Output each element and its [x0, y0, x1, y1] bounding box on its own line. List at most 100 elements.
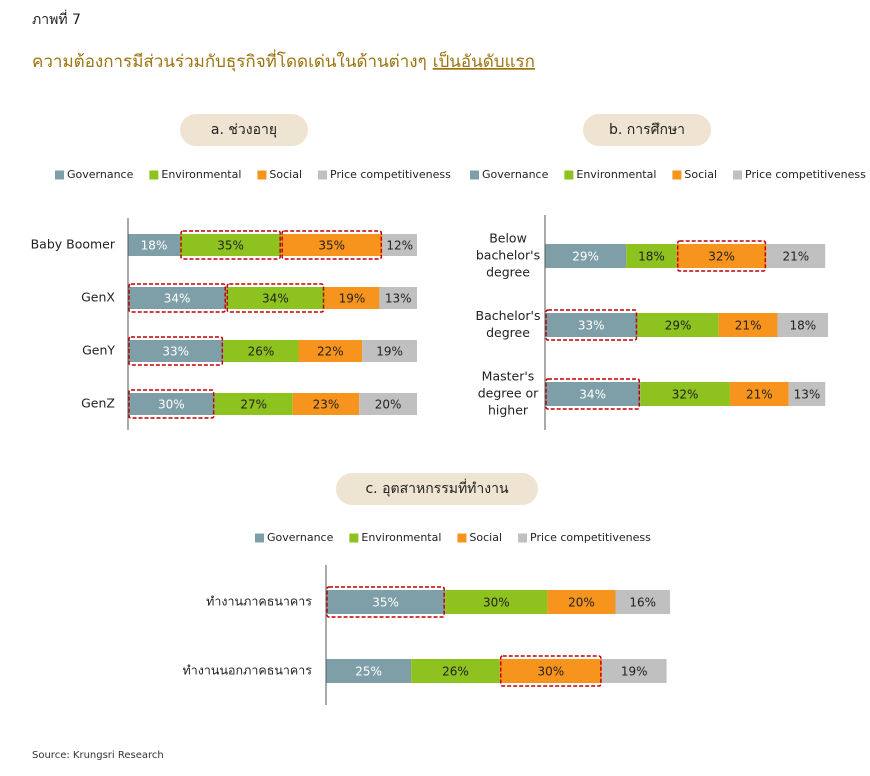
legend-swatch: [733, 170, 743, 180]
legend-label: Governance: [67, 168, 134, 181]
source: Source: Krungsri Research: [32, 750, 164, 761]
value-label: 19%: [621, 665, 648, 679]
value-label: 26%: [248, 345, 275, 359]
bar-segment: [676, 244, 767, 268]
highlight-box: [326, 586, 445, 618]
legend-label: Governance: [482, 168, 549, 181]
bar-segment: [128, 234, 181, 256]
category-label: Baby Boomer: [31, 237, 116, 252]
legend-swatch: [149, 170, 159, 180]
highlight-box: [499, 655, 602, 687]
highlight-box: [676, 240, 767, 272]
value-label: 34%: [164, 292, 191, 306]
category-label: ทำงานภาคธนาคาร: [206, 594, 312, 609]
bar-segment: [615, 590, 670, 614]
chart-subtitle: a. ช่วงอายุ: [211, 122, 277, 138]
highlight-box: [128, 389, 215, 419]
category-label: GenX: [81, 290, 115, 305]
value-label: 21%: [735, 319, 762, 333]
value-label: 33%: [162, 345, 189, 359]
bar-segment: [545, 313, 638, 337]
value-label: 26%: [442, 665, 469, 679]
legend-label: Environmental: [576, 168, 656, 181]
value-label: 16%: [629, 596, 656, 610]
category-label: degree: [486, 265, 530, 280]
bar-segment: [545, 244, 627, 268]
value-label: 35%: [372, 596, 399, 610]
value-label: 32%: [708, 250, 735, 264]
value-label: 35%: [318, 239, 345, 253]
bar-segment: [445, 590, 548, 614]
category-label: bachelor's: [476, 248, 540, 263]
bar-segment: [499, 659, 602, 683]
figure-label: ภาพที่ 7: [32, 10, 81, 28]
value-label: 22%: [317, 345, 344, 359]
value-label: 25%: [355, 665, 382, 679]
legend-label: Governance: [267, 531, 334, 544]
category-label: higher: [488, 403, 529, 418]
highlight-box: [545, 309, 638, 341]
chart-subtitle: c. อุตสาหกรรมที่ทำงาน: [365, 479, 508, 497]
legend-swatch: [257, 170, 267, 180]
value-label: 33%: [578, 319, 605, 333]
bar-segment: [766, 244, 826, 268]
subtitle-pill: [180, 114, 308, 146]
bar-segment: [128, 393, 215, 415]
value-label: 30%: [537, 665, 564, 679]
category-label: GenY: [82, 343, 115, 358]
legend-label: Social: [269, 168, 302, 181]
legend-swatch: [55, 170, 64, 180]
legend-swatch: [318, 170, 328, 180]
title-main: ความต้องการมีส่วนร่วมกับธุรกิจที่โดดเด่น…: [32, 49, 427, 72]
legend-swatch: [349, 533, 359, 543]
category-label: ทำงานนอกภาคธนาคาร: [183, 663, 313, 678]
legend-label: Price competitiveness: [530, 531, 651, 544]
bar-segment: [545, 382, 641, 406]
bar-segment: [640, 382, 730, 406]
bar-segment: [214, 393, 293, 415]
value-label: 34%: [579, 388, 606, 402]
bar-segment: [292, 393, 360, 415]
value-label: 27%: [240, 398, 267, 412]
highlight-box: [545, 378, 641, 410]
value-label: 29%: [665, 319, 692, 333]
value-label: 23%: [313, 398, 340, 412]
legend-swatch: [564, 170, 574, 180]
highlight-box: [128, 336, 224, 366]
category-label: degree or: [478, 386, 539, 401]
legend-label: Social: [684, 168, 717, 181]
bar-segment: [626, 244, 677, 268]
highlight-box: [128, 283, 227, 313]
bar-segment: [326, 590, 446, 614]
bar-segment: [226, 287, 325, 309]
category-label: GenZ: [81, 396, 115, 411]
bar-segment: [547, 590, 616, 614]
bar-segment: [788, 382, 826, 406]
highlight-box: [180, 230, 281, 260]
value-label: 29%: [572, 250, 599, 264]
value-label: 35%: [217, 239, 244, 253]
category-label: degree: [486, 325, 530, 340]
legend-label: Social: [469, 531, 502, 544]
value-label: 19%: [376, 345, 403, 359]
value-label: 30%: [483, 596, 510, 610]
bar-segment: [298, 340, 363, 362]
bar-segment: [362, 340, 417, 362]
bar-segment: [382, 234, 417, 256]
value-label: 32%: [672, 388, 699, 402]
bar-segment: [359, 393, 417, 415]
value-label: 21%: [782, 250, 809, 264]
value-label: 18%: [638, 250, 665, 264]
bar-segment: [637, 313, 719, 337]
subtitle-pill: [583, 114, 711, 146]
bar-segment: [729, 382, 789, 406]
bar-segment: [281, 234, 383, 256]
title-emphasis: เป็นอันดับแรก: [433, 50, 535, 72]
bar-segment: [777, 313, 828, 337]
legend-swatch: [470, 170, 479, 180]
category-label: Bachelor's: [476, 308, 541, 323]
value-label: 18%: [141, 239, 168, 253]
value-label: 20%: [568, 596, 595, 610]
value-label: 34%: [262, 292, 289, 306]
